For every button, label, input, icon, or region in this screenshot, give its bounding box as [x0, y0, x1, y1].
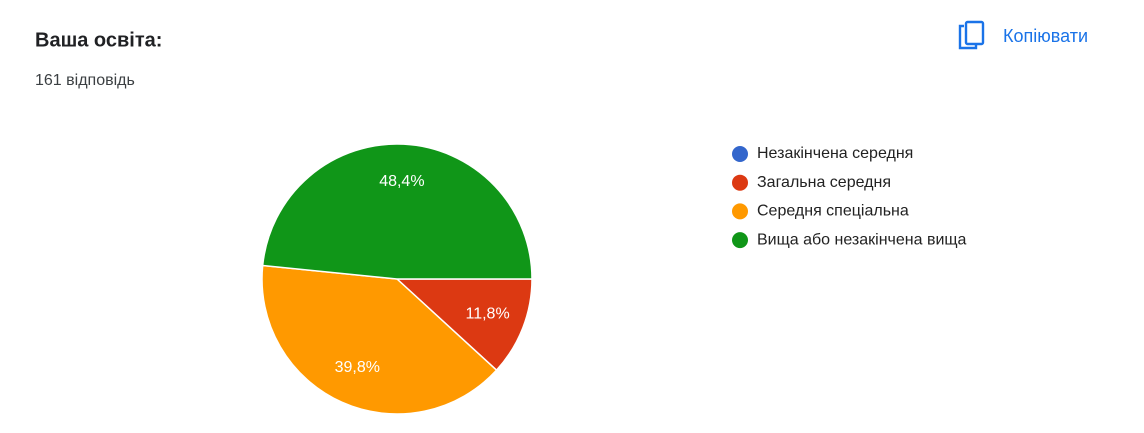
legend-swatch — [732, 146, 748, 162]
pie-slice — [261, 143, 533, 280]
chart-subtitle: 161 відповідь — [35, 72, 135, 89]
legend-swatch — [732, 174, 748, 191]
copy-button-bg[interactable] — [950, 18, 1120, 56]
copy-label[interactable]: Копіювати — [1003, 26, 1088, 46]
legend-swatch — [732, 203, 748, 220]
legend-label: Незакінчена середня — [757, 145, 913, 162]
slice-label: 48,4% — [379, 173, 424, 190]
slice-label: 11,8% — [466, 305, 510, 322]
pie-slice — [261, 264, 498, 415]
copy-button[interactable]: Копіювати — [950, 18, 1120, 56]
chart-title: Ваша освіта: — [35, 29, 162, 51]
legend-swatch — [732, 232, 748, 249]
pie-slice — [395, 278, 533, 372]
copy-icon — [958, 24, 978, 50]
legend-label: Вища або незакінчена вища — [757, 231, 967, 248]
slice-label: 39,8% — [335, 359, 380, 376]
copy-icon — [964, 20, 985, 46]
legend-label: Середня спеціальна — [757, 203, 909, 220]
legend-label: Загальна середня — [757, 174, 891, 191]
